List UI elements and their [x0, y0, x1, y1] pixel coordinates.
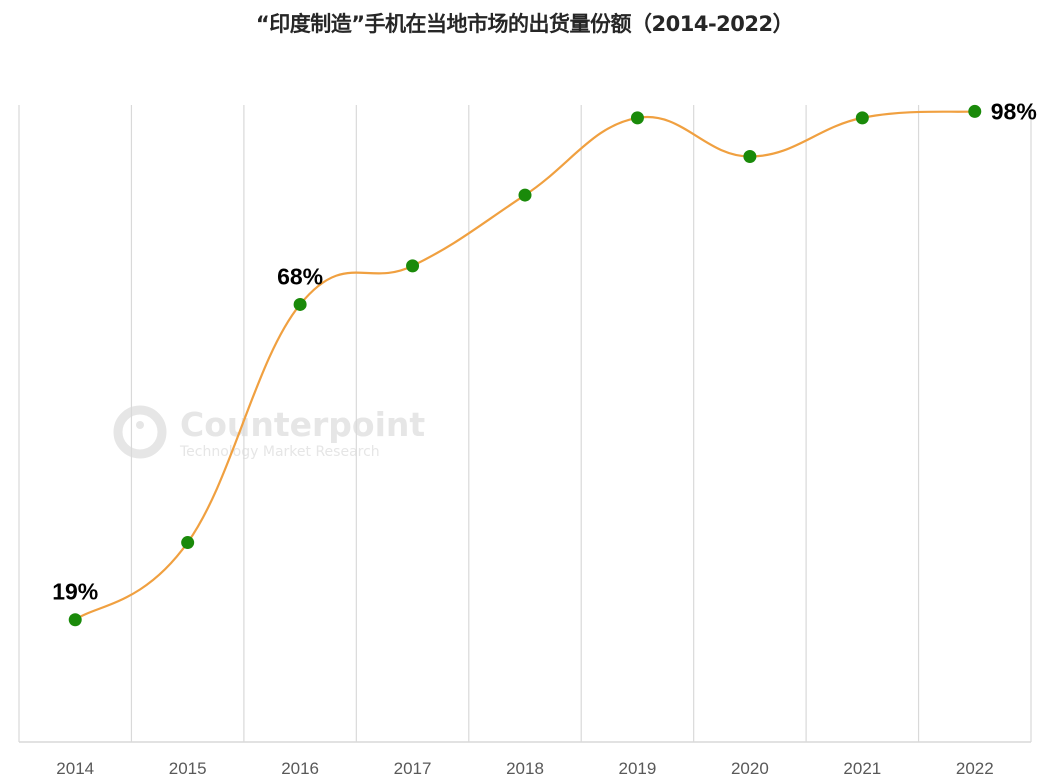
data-label: 19%	[52, 579, 98, 605]
x-tick-label: 2015	[169, 759, 207, 778]
chart-title: “印度制造”手机在当地市场的出货量份额（2014-2022）	[255, 12, 794, 36]
data-point	[743, 149, 757, 163]
data-label: 68%	[277, 263, 323, 289]
x-tick-label: 2020	[731, 759, 769, 778]
x-tick-label: 2014	[56, 759, 94, 778]
x-axis: 2014 2015 2016 2017 2018 2019 2020 2021 2022	[56, 759, 993, 778]
data-point	[406, 259, 420, 273]
series-line	[74, 110, 975, 621]
watermark-logo: Counterpoint Technology Market Research	[113, 405, 425, 460]
watermark-brand: Counterpoint	[180, 405, 425, 444]
data-point	[855, 111, 869, 125]
data-point	[968, 104, 982, 118]
x-tick-label: 2022	[956, 759, 994, 778]
x-tick-label: 2019	[619, 759, 657, 778]
x-tick-label: 2017	[394, 759, 432, 778]
data-point	[518, 188, 532, 202]
data-markers	[68, 104, 982, 627]
x-tick-label: 2021	[843, 759, 881, 778]
watermark-tagline: Technology Market Research	[179, 444, 380, 460]
data-point	[181, 536, 195, 550]
data-point	[630, 111, 644, 125]
watermark-icon	[113, 405, 167, 459]
data-label: 98%	[991, 98, 1037, 124]
data-point	[68, 613, 82, 627]
data-labels: 19% 68% 98%	[52, 98, 1037, 604]
x-tick-label: 2016	[281, 759, 319, 778]
x-tick-label: 2018	[506, 759, 544, 778]
data-point	[293, 297, 307, 311]
